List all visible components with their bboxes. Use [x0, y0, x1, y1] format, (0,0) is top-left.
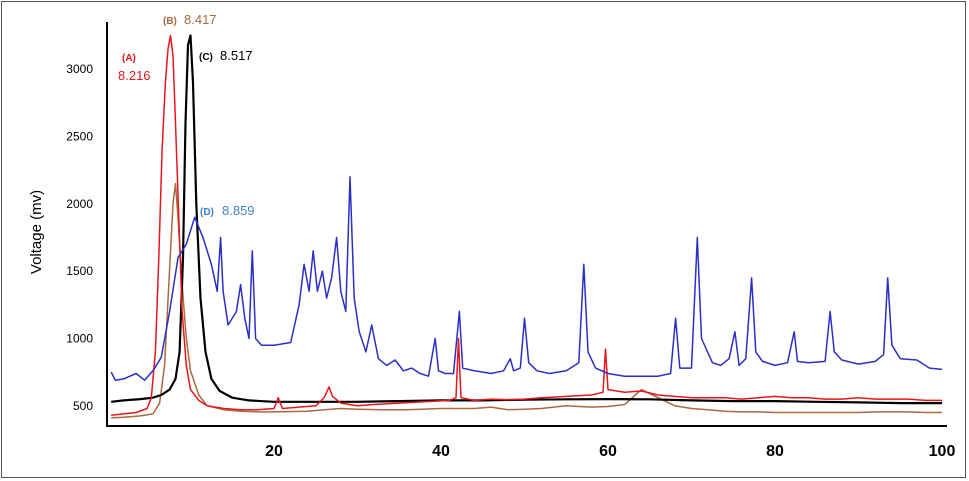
x-tick-labels: 20 40 60 80 100 — [265, 443, 955, 460]
y-tick-labels: 500 1000 1500 2000 2500 3000 — [66, 62, 93, 413]
x-tick-label: 100 — [929, 443, 956, 460]
series-line-b — [111, 182, 942, 419]
peak-b-value: 8.417 — [184, 12, 217, 27]
peak-c-label: (C) — [199, 52, 213, 63]
y-tick-label: 2000 — [66, 197, 93, 211]
y-tick-label: 3000 — [66, 62, 93, 76]
peak-a-value: 8.216 — [118, 68, 151, 83]
series-line-d — [110, 176, 943, 381]
series-layer — [110, 34, 943, 419]
x-tick-label: 40 — [432, 443, 450, 460]
peak-d-label: (D) — [200, 207, 214, 218]
y-tick-label: 2500 — [66, 129, 93, 143]
peak-b-label: (B) — [163, 16, 177, 27]
y-tick-label: 1500 — [66, 264, 93, 278]
series-line-a — [111, 34, 942, 416]
x-tick-label: 20 — [265, 443, 283, 460]
y-tick-label: 1000 — [66, 331, 93, 345]
x-tick-label: 80 — [766, 443, 784, 460]
peak-c-value: 8.517 — [220, 48, 253, 63]
y-axis-label: Voltage (mv) — [28, 190, 45, 274]
x-tick-label: 60 — [599, 443, 617, 460]
peak-a-label: (A) — [122, 53, 136, 64]
y-tick-label: 500 — [73, 399, 93, 413]
series-line-c — [111, 34, 942, 405]
peak-d-value: 8.859 — [222, 203, 255, 218]
